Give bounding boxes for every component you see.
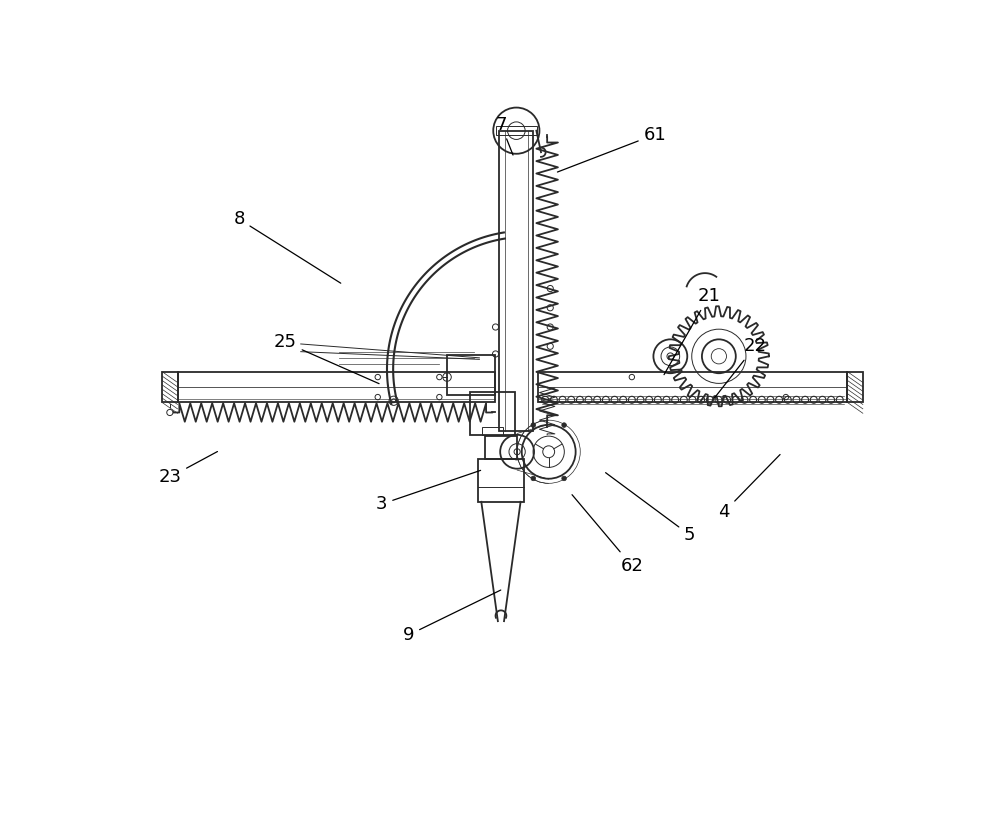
Text: 22: 22 — [714, 337, 767, 398]
Bar — [499, 131, 533, 431]
Text: 61: 61 — [557, 125, 666, 172]
Circle shape — [531, 423, 536, 428]
Bar — [847, 372, 863, 402]
Bar — [162, 372, 178, 402]
Text: 21: 21 — [664, 287, 720, 375]
Circle shape — [167, 410, 173, 415]
Circle shape — [562, 476, 566, 480]
Text: 3: 3 — [376, 471, 481, 513]
Text: 8: 8 — [233, 211, 341, 283]
Bar — [482, 427, 503, 435]
Bar — [478, 459, 524, 502]
Text: 25: 25 — [274, 333, 379, 384]
Bar — [485, 437, 517, 459]
Circle shape — [531, 476, 536, 480]
Text: 4: 4 — [719, 454, 780, 521]
Bar — [496, 126, 537, 135]
Text: 9: 9 — [403, 590, 501, 644]
Bar — [470, 393, 515, 435]
Text: 5: 5 — [606, 472, 695, 544]
Bar — [538, 372, 847, 402]
Bar — [178, 372, 495, 402]
Circle shape — [562, 423, 566, 428]
Text: 7: 7 — [495, 115, 513, 155]
Bar — [447, 354, 495, 395]
Text: 62: 62 — [572, 494, 643, 575]
Text: 23: 23 — [158, 451, 217, 486]
